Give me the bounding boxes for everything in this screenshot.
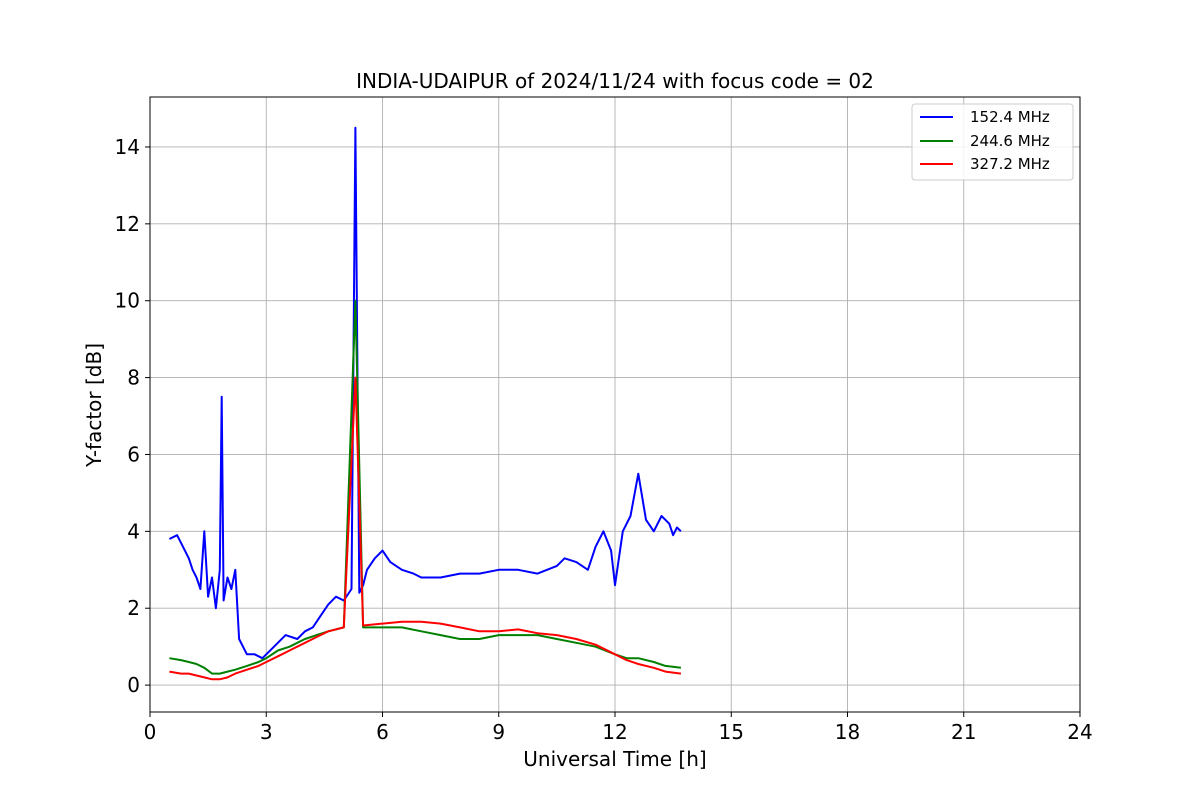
legend-label-327: 327.2 MHz: [970, 155, 1050, 173]
y-tick-label: 4: [127, 519, 140, 543]
y-tick-label: 12: [115, 212, 140, 236]
x-tick-label: 6: [376, 720, 389, 744]
x-tick-label: 18: [835, 720, 860, 744]
y-tick-label: 10: [115, 289, 140, 313]
y-tick-label: 0: [127, 673, 140, 697]
series-layer: [168, 126, 682, 681]
y-axis-label: Y-factor [dB]: [82, 343, 106, 468]
x-tick-label: 24: [1067, 720, 1092, 744]
series-line-0: [168, 126, 682, 660]
x-tick-label: 0: [144, 720, 157, 744]
series-line-1: [169, 299, 682, 675]
legend-box: [911, 103, 1074, 181]
x-tick-label: 3: [260, 720, 273, 744]
x-tick-label: 12: [602, 720, 627, 744]
legend: 152.4 MHz 244.6 MHz 327.2 MHz: [911, 103, 1074, 181]
x-axis-label: Universal Time [h]: [523, 747, 706, 771]
plot-frame: [149, 96, 1081, 713]
legend-label-152: 152.4 MHz: [970, 108, 1050, 126]
y-tick-label: 14: [115, 135, 140, 159]
x-tick-label: 15: [719, 720, 744, 744]
chart-title: INDIA-UDAIPUR of 2024/11/24 with focus c…: [356, 69, 874, 93]
x-tick-label: 21: [951, 720, 976, 744]
x-tick-label: 9: [492, 720, 505, 744]
series-line-2: [169, 376, 682, 681]
y-tick-label: 2: [127, 596, 140, 620]
legend-label-244: 244.6 MHz: [970, 132, 1050, 150]
y-tick-label: 8: [127, 366, 140, 390]
y-tick-label: 6: [127, 442, 140, 466]
